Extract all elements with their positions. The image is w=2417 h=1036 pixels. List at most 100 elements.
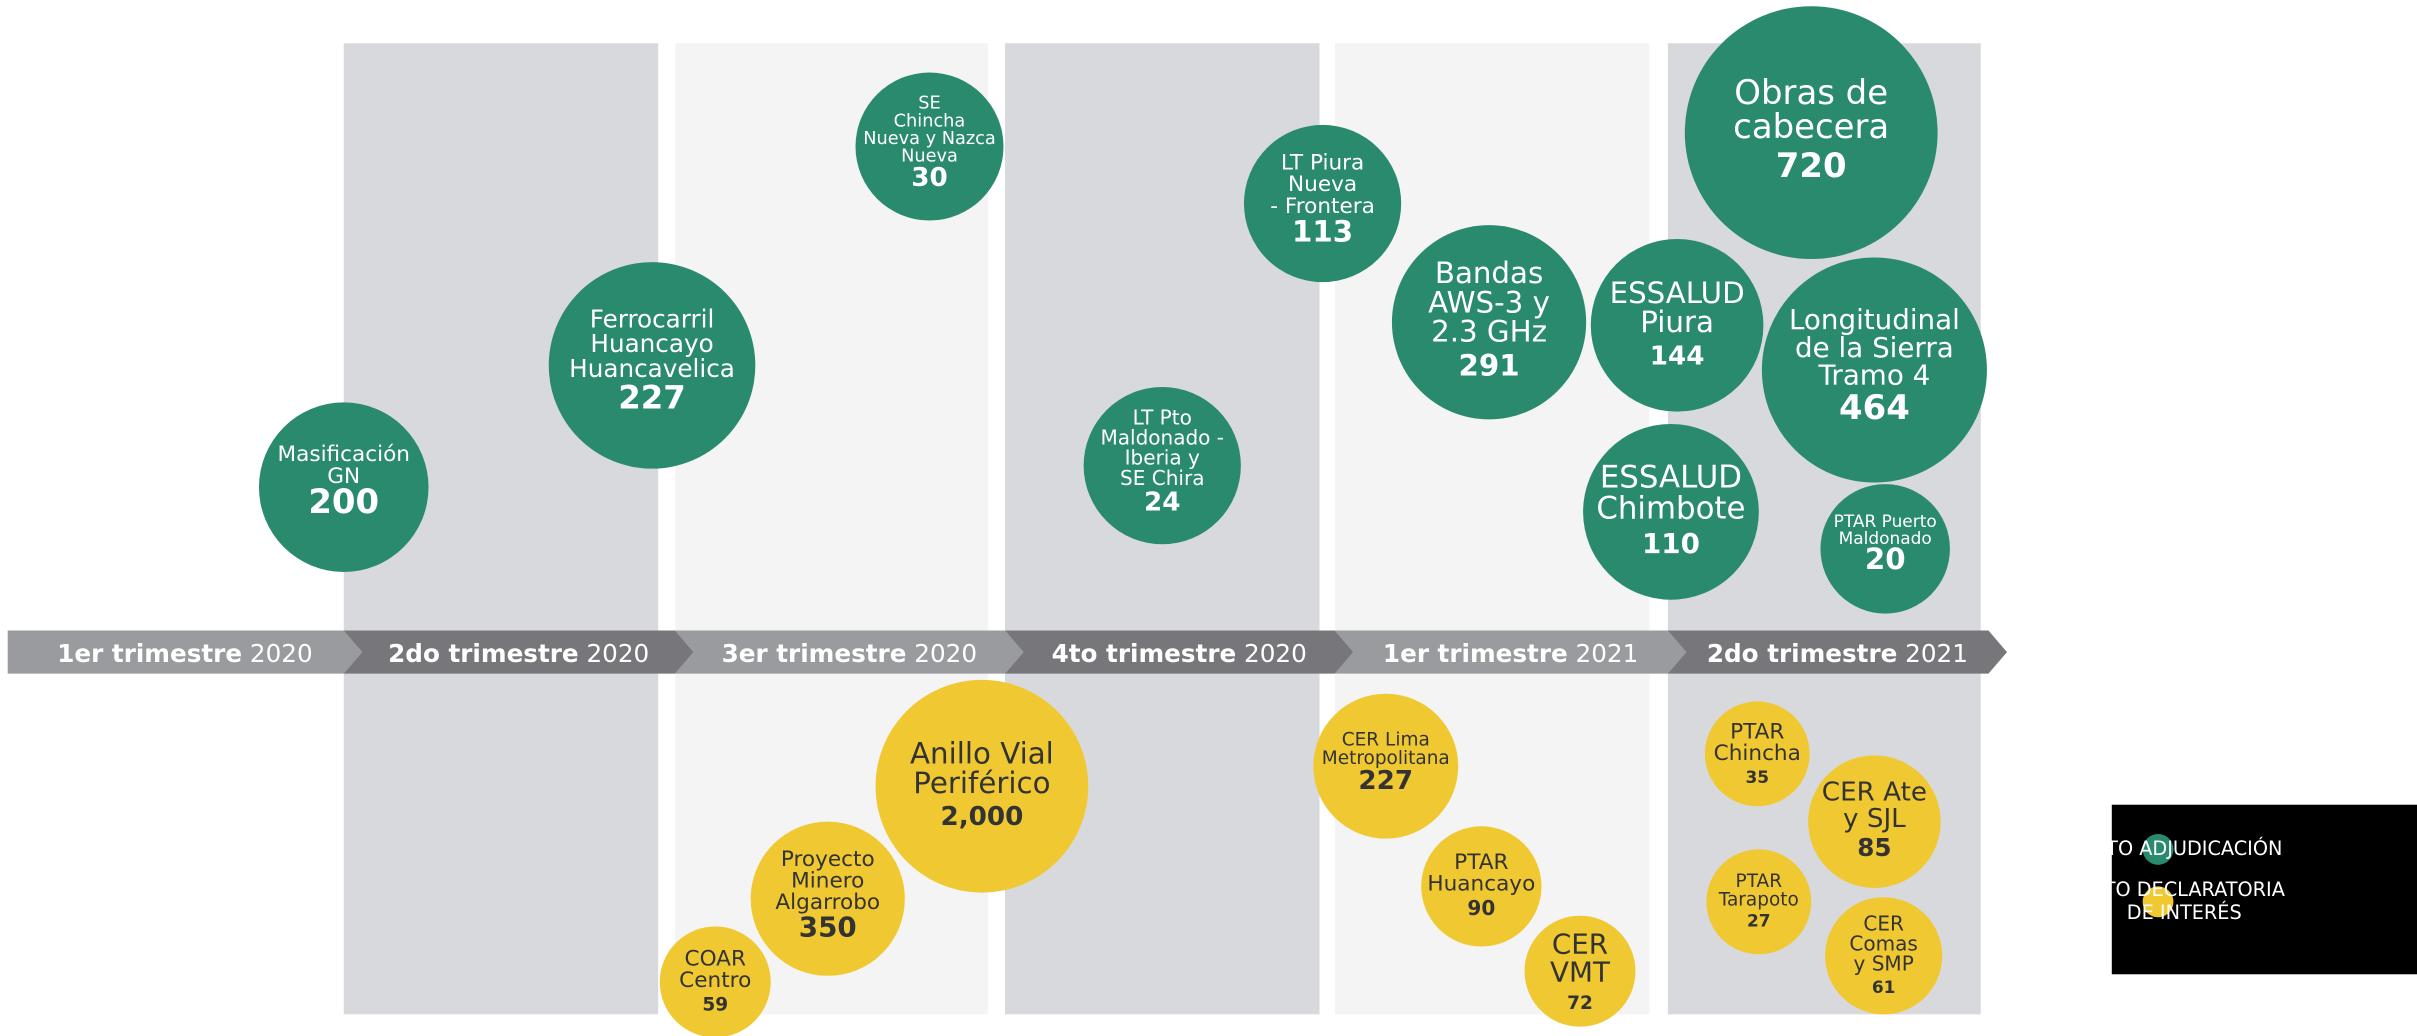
bubble-value: 350 bbox=[799, 911, 857, 944]
period-year: 2020 bbox=[914, 639, 977, 668]
bubble bbox=[1706, 849, 1812, 955]
period-label: 2do trimestre 2021 bbox=[1707, 639, 1968, 668]
bubble-label: y SMP bbox=[1854, 952, 1914, 976]
bubble-label: de la Sierra bbox=[1795, 331, 1954, 364]
legend-swatch bbox=[2142, 886, 2174, 918]
bubble-value: 227 bbox=[618, 378, 686, 416]
bubble-label: Periférico bbox=[913, 766, 1050, 800]
bubble-label: SE Chira bbox=[1120, 466, 1204, 490]
bubble bbox=[875, 679, 1089, 893]
bubble-label: Minero bbox=[791, 868, 864, 893]
bubble-value: 110 bbox=[1642, 527, 1700, 560]
bubble-value: 2,000 bbox=[940, 802, 1023, 832]
bubble-label: Tramo 4 bbox=[1818, 359, 1931, 392]
bubble-label: - Frontera bbox=[1270, 194, 1375, 219]
bubble-value: 27 bbox=[1747, 911, 1771, 931]
period-year: 2020 bbox=[1244, 639, 1307, 668]
timeline-segment bbox=[1334, 630, 1687, 674]
bubble-label: Piura bbox=[1640, 305, 1714, 339]
bubble-value: 30 bbox=[911, 163, 947, 193]
bubble-value: 113 bbox=[1292, 214, 1353, 248]
bubble-label: LT Piura bbox=[1281, 151, 1364, 176]
bubble bbox=[548, 262, 756, 469]
bubble-label: 2.3 GHz bbox=[1431, 315, 1547, 349]
bubble bbox=[1243, 124, 1402, 283]
bubble-label: Maldonado - bbox=[1100, 426, 1224, 450]
period-spacer bbox=[242, 639, 250, 668]
bubble-label: PTAR bbox=[1730, 719, 1784, 744]
bubble-label: Nueva bbox=[901, 147, 958, 167]
bubble-value: 35 bbox=[1745, 767, 1769, 787]
period-year: 2020 bbox=[586, 639, 649, 668]
bubble-label: GN bbox=[327, 464, 360, 489]
bubble bbox=[1524, 915, 1636, 1027]
bubble bbox=[1421, 826, 1542, 947]
period-label: 4to trimestre 2020 bbox=[1052, 639, 1307, 668]
legend-label: HITO ADJUDICACIÓN bbox=[2086, 836, 2282, 860]
period-label: 1er trimestre 2021 bbox=[1383, 639, 1638, 668]
period-label: 2do trimestre 2020 bbox=[388, 639, 649, 668]
legend-label: DE INTERÉS bbox=[2127, 901, 2242, 924]
bubble-label: CER Ate bbox=[1822, 778, 1927, 808]
bubble-label: Nueva bbox=[1288, 172, 1357, 197]
bubble bbox=[855, 72, 1004, 221]
bubble-value: 464 bbox=[1839, 388, 1910, 427]
timeline-segment bbox=[343, 630, 694, 674]
bubble bbox=[659, 926, 771, 1036]
bubble-label: PTAR Puerto bbox=[1834, 511, 1937, 531]
bubble-label: Ferrocarril bbox=[590, 305, 715, 334]
timeline-segment bbox=[1005, 630, 1354, 674]
period-year: 2021 bbox=[1905, 639, 1968, 668]
bubble bbox=[1761, 257, 1987, 483]
period-spacer bbox=[1897, 639, 1905, 668]
bubble-label: Comas bbox=[1849, 932, 1917, 956]
period-year: 2020 bbox=[250, 639, 313, 668]
bubble-label: Chincha bbox=[894, 111, 966, 131]
bubble-label: Anillo Vial bbox=[910, 737, 1054, 771]
bubble-label: CER bbox=[1552, 928, 1608, 961]
bubble-value: 90 bbox=[1467, 896, 1495, 920]
legend-label: HITO DECLARATORIA bbox=[2084, 878, 2286, 901]
bubble-value: 61 bbox=[1872, 977, 1896, 997]
bubble bbox=[1808, 755, 1941, 888]
legend-swatch bbox=[2142, 833, 2174, 865]
bubble-label: CER Lima bbox=[1342, 730, 1430, 751]
bubble bbox=[1313, 693, 1459, 839]
period-name: 1er trimestre bbox=[57, 639, 242, 668]
period-label: 3er trimestre 2020 bbox=[722, 639, 977, 668]
bubble-label: Maldonado bbox=[1839, 528, 1932, 548]
period-name: 2do trimestre bbox=[1707, 639, 1897, 668]
bubble bbox=[258, 402, 429, 572]
bubble-label: AWS-3 y bbox=[1428, 285, 1550, 319]
bubble-label: Algarrobo bbox=[775, 890, 880, 915]
bubble bbox=[750, 821, 905, 976]
bubble-value: 227 bbox=[1358, 766, 1413, 796]
bubble-value: 72 bbox=[1567, 993, 1593, 1014]
period-spacer bbox=[579, 639, 587, 668]
period-label: 1er trimestre 2020 bbox=[57, 639, 312, 668]
bubble-label: Metropolitana bbox=[1322, 748, 1450, 769]
bubble-label: Longitudinal bbox=[1789, 303, 1960, 336]
bubble bbox=[1825, 897, 1943, 1015]
bubble-label: Masificación bbox=[277, 442, 409, 467]
bubble-label: VMT bbox=[1550, 955, 1611, 988]
period-spacer bbox=[1236, 639, 1244, 668]
bubble-label: y SJL bbox=[1843, 804, 1906, 834]
bubble bbox=[1391, 225, 1587, 420]
bubble bbox=[1704, 701, 1810, 807]
bubble-label: PTAR bbox=[1454, 850, 1508, 875]
bubble-label: Chincha bbox=[1714, 741, 1801, 766]
bubble-label: Tarapoto bbox=[1718, 889, 1799, 910]
bubble-label: CER bbox=[1863, 912, 1904, 936]
bubble-label: ESSALUD bbox=[1600, 460, 1742, 496]
bubble-label: Nueva y Nazca bbox=[863, 129, 995, 149]
bubble-label: Huancayo bbox=[590, 329, 713, 358]
bubble-label: SE bbox=[918, 94, 940, 114]
bubble-value: 200 bbox=[308, 482, 379, 521]
bubble-label: PTAR bbox=[1736, 871, 1783, 892]
bubble-value: 59 bbox=[702, 995, 728, 1016]
timeline-segment bbox=[675, 630, 1024, 674]
bubble-label: Centro bbox=[679, 968, 751, 993]
